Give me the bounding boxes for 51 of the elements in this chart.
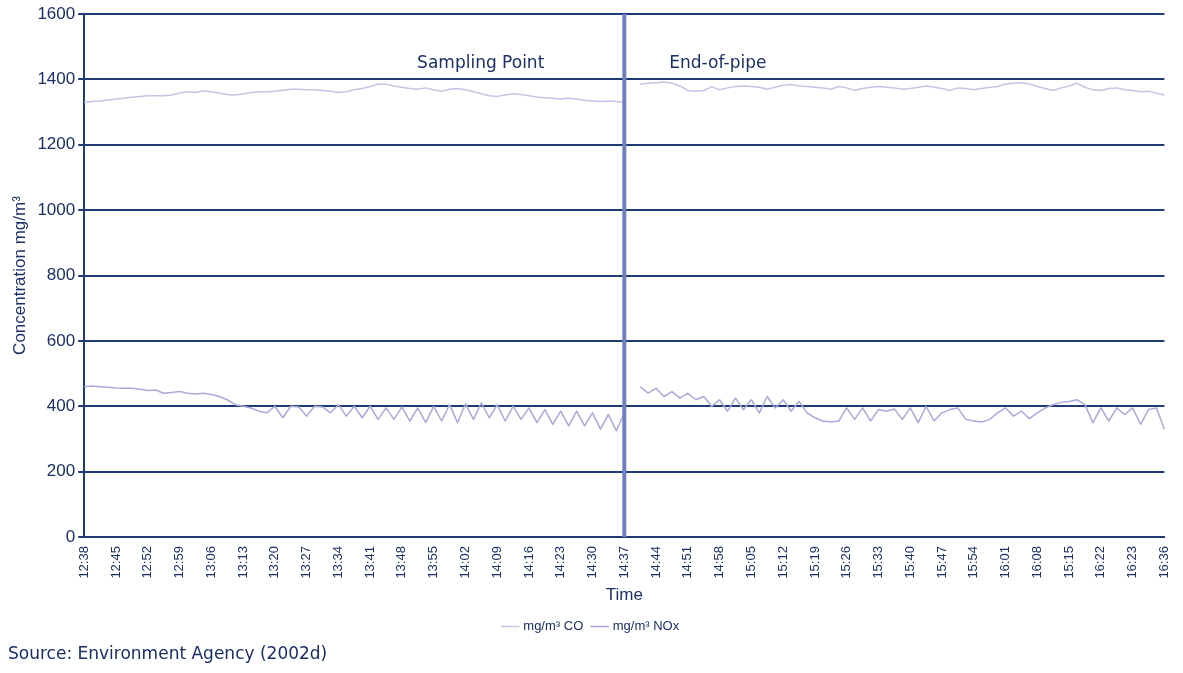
x-tick-label: 13:34 <box>329 546 345 579</box>
source-note: Source: Environment Agency (2002d) <box>8 643 328 664</box>
x-tick-label: 15:26 <box>838 546 854 579</box>
x-tick-label: 12:59 <box>171 546 187 579</box>
x-tick-label: 15:05 <box>742 546 758 579</box>
x-tick-label: 16:36 <box>1155 546 1171 579</box>
x-tick-label: 13:20 <box>266 546 282 579</box>
y-tick-label: 600 <box>46 330 76 350</box>
x-tick-label: 16:23 <box>1124 546 1140 579</box>
x-tick-label: 13:48 <box>393 546 409 579</box>
x-tick-label: 15:40 <box>901 546 917 579</box>
x-tick-label: 15:47 <box>933 546 949 579</box>
y-tick-label: 1400 <box>37 69 76 89</box>
annotation: End-of-pipe <box>669 52 767 73</box>
y-axis-title: Concentration mg/m³ <box>9 195 29 355</box>
x-tick-label: 14:16 <box>520 546 536 579</box>
x-tick-label: 16:08 <box>1028 546 1044 579</box>
x-tick-label: 12:52 <box>139 546 155 579</box>
y-tick-label: 1000 <box>37 199 76 219</box>
y-tick-label: 0 <box>65 526 76 546</box>
annotation: Sampling Point <box>417 52 545 73</box>
y-tick-label: 400 <box>46 395 76 415</box>
legend-label: mg/m³ NOx <box>612 618 680 634</box>
x-tick-label: 15:33 <box>870 546 886 579</box>
x-tick-label: 15:15 <box>1060 546 1076 579</box>
x-tick-label: 16:22 <box>1092 546 1108 579</box>
x-tick-label: 15:19 <box>806 546 822 579</box>
x-tick-label: 13:06 <box>202 546 218 579</box>
x-tick-label: 16:01 <box>997 546 1013 579</box>
y-tick-label: 800 <box>46 265 76 285</box>
x-tick-label: 14:30 <box>584 546 600 579</box>
x-tick-label: 12:45 <box>107 546 123 579</box>
x-tick-label: 13:13 <box>234 546 250 579</box>
legend-label: mg/m³ CO <box>523 618 584 634</box>
x-tick-label: 14:02 <box>457 546 473 579</box>
x-tick-label: 13:41 <box>361 546 377 579</box>
x-tick-label: 15:12 <box>774 546 790 579</box>
x-tick-label: 14:37 <box>615 546 631 579</box>
x-tick-label: 14:58 <box>711 546 727 579</box>
y-tick-label: 200 <box>46 461 76 481</box>
x-tick-label: 13:55 <box>425 546 441 579</box>
y-tick-label: 1600 <box>37 3 76 23</box>
x-tick-label: 14:44 <box>647 546 663 579</box>
x-tick-label: 13:27 <box>298 546 314 579</box>
y-tick-label: 1200 <box>37 134 76 154</box>
x-tick-label: 14:09 <box>488 546 504 579</box>
x-tick-label: 12:38 <box>75 546 91 579</box>
x-tick-label: 14:23 <box>552 546 568 579</box>
x-tick-label: 14:51 <box>679 546 695 579</box>
x-axis-title: Time <box>605 585 643 605</box>
x-tick-label: 15:54 <box>965 546 981 579</box>
